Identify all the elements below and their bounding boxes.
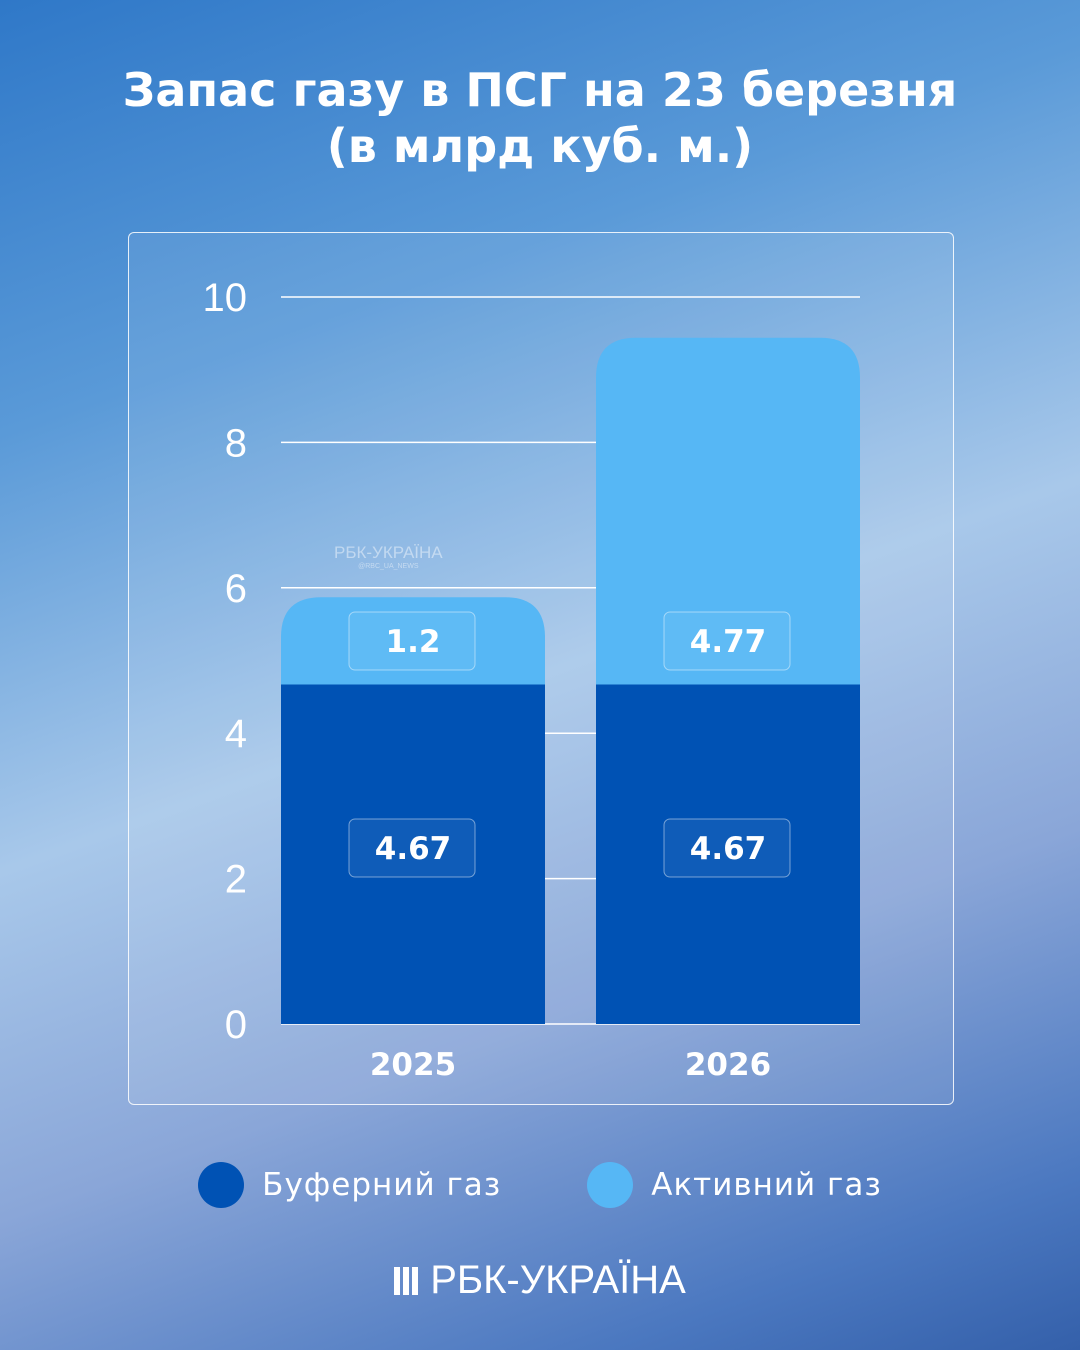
bar-segment: [281, 597, 545, 685]
data-label: 4.67: [690, 831, 767, 867]
legend-label: Буферний газ: [262, 1167, 502, 1203]
title-line: Запас газу в ПСГ на 23 березня: [122, 63, 958, 117]
data-label: 4.77: [690, 624, 767, 660]
data-label-box: [663, 818, 791, 878]
logo-text: РБК-УКРАЇНА: [430, 1258, 686, 1302]
watermark-brand: РБК-УКРАЇНА: [334, 543, 443, 562]
watermark-handle: @RBC_UA_NEWS: [358, 563, 419, 570]
y-tick-label: 6: [225, 567, 247, 611]
y-tick-label: 0: [225, 1003, 247, 1047]
x-tick-label: 2026: [685, 1047, 771, 1083]
data-label: 4.67: [375, 831, 452, 867]
bar-segment: [596, 337, 860, 685]
brand-logo: РБК-УКРАЇНА: [0, 1258, 1080, 1303]
data-label-box: [348, 818, 476, 878]
legend-label: Активний газ: [651, 1167, 882, 1203]
logo-icon: [394, 1267, 421, 1295]
legend-item-buffer: Буферний газ: [198, 1162, 501, 1208]
legend-swatch: [587, 1162, 634, 1208]
y-tick-label: 4: [225, 712, 247, 756]
y-tick-label: 2: [225, 858, 247, 902]
watermark: РБК-УКРАЇНА @RBC_UA_NEWS: [334, 543, 443, 570]
data-label: 1.2: [386, 624, 441, 660]
chart-title: Запас газу в ПСГ на 23 березня (в млрд к…: [0, 62, 1080, 174]
data-label-box: [663, 611, 791, 671]
bar-segment: [281, 684, 545, 1024]
y-tick-label: 8: [225, 421, 247, 465]
y-tick-label: 10: [203, 276, 248, 320]
legend-swatch: [198, 1162, 245, 1208]
legend-item-active: Активний газ: [587, 1162, 882, 1208]
legend: Буферний газ Активний газ: [0, 1162, 1080, 1208]
data-label-box: [348, 611, 476, 671]
subtitle-line: (в млрд куб. м.): [326, 119, 754, 173]
bar-segment: [596, 684, 860, 1024]
x-tick-label: 2025: [370, 1047, 456, 1083]
